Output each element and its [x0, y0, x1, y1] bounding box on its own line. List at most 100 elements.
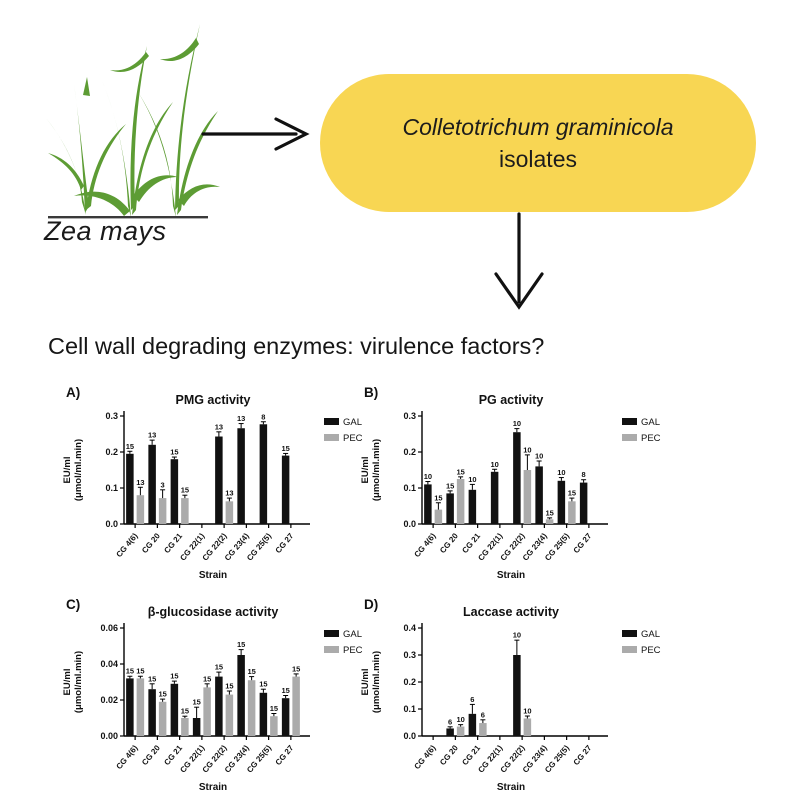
- bar-pec: [158, 701, 167, 736]
- bar-gal: [259, 692, 268, 736]
- panel-letter: B): [364, 385, 378, 400]
- n-label: 15: [158, 690, 166, 699]
- bar-gal: [490, 471, 499, 524]
- n-label: 10: [456, 715, 464, 724]
- bar-gal: [215, 676, 223, 736]
- y-tick-label: 0.3: [403, 411, 416, 421]
- x-tick-label: CG 4(6): [412, 531, 437, 559]
- bar-gal: [424, 484, 432, 524]
- n-label: 15: [281, 686, 289, 695]
- legend-label: PEC: [343, 645, 363, 656]
- x-tick-label: CG 27: [572, 531, 594, 555]
- n-label: 15: [247, 667, 255, 676]
- bar-pec: [225, 501, 234, 524]
- y-tick-label: 0.00: [100, 731, 118, 741]
- n-label: 15: [148, 674, 156, 683]
- y-axis-label: EU/ml: [62, 457, 73, 484]
- bar-gal: [579, 482, 588, 524]
- bar-pec: [158, 498, 167, 524]
- x-tick-label: CG 20: [140, 531, 162, 555]
- n-label: 10: [535, 452, 543, 461]
- y-tick-label: 0.1: [403, 483, 416, 493]
- y-tick-label: 0.06: [100, 623, 118, 633]
- legend-swatch-gal: [324, 418, 339, 425]
- y-tick-label: 0.3: [403, 650, 416, 660]
- chart-title: PG activity: [479, 393, 544, 407]
- legend-swatch-gal: [622, 418, 637, 425]
- n-label: 8: [261, 412, 265, 421]
- n-label: 15: [181, 486, 189, 495]
- bar-gal: [192, 718, 201, 736]
- bar-gal: [237, 428, 245, 524]
- bar-gal: [126, 453, 134, 524]
- n-label: 10: [513, 631, 521, 640]
- x-tick-label: CG 27: [274, 531, 296, 555]
- bar-gal: [215, 436, 223, 524]
- bar-gal: [557, 480, 566, 524]
- n-label: 10: [424, 472, 432, 481]
- arrow-down-icon: [494, 212, 544, 310]
- bar-gal: [446, 493, 454, 524]
- bar-gal: [170, 459, 179, 524]
- legend-swatch-pec: [324, 434, 339, 441]
- y-axis-label: EU/ml: [360, 457, 371, 484]
- x-tick-label: CG 21: [162, 743, 184, 767]
- ground-line: [48, 216, 208, 219]
- x-tick-label: CG 25(5): [543, 743, 571, 774]
- n-label: 15: [181, 707, 189, 716]
- arrow-right-icon: [201, 117, 310, 151]
- n-label: 13: [136, 478, 144, 487]
- x-tick-label: CG 4(6): [114, 743, 139, 771]
- x-tick-label: CG 4(6): [412, 743, 437, 771]
- maize-plant-icon: [46, 24, 220, 219]
- panel-letter: C): [66, 597, 80, 612]
- n-label: 13: [148, 431, 156, 440]
- bar-gal: [237, 655, 245, 736]
- legend-label: GAL: [343, 629, 362, 640]
- bar-gal: [281, 698, 290, 736]
- bar-pec: [270, 716, 278, 736]
- legend-label: PEC: [343, 433, 363, 444]
- bar-pec: [136, 495, 145, 524]
- bar-pec: [434, 509, 443, 524]
- chart-svg: B) PG activity 0.0 0.1 0.2 0.3 EU/ml (μmol/ml.m…: [360, 385, 661, 581]
- x-tick-label: CG 25(5): [245, 531, 273, 562]
- x-tick-label: CG 25(5): [245, 743, 273, 774]
- zea-mays-illustration: [36, 10, 228, 222]
- n-label: 10: [557, 468, 565, 477]
- bar-pec: [523, 470, 532, 524]
- bar-gal: [126, 678, 134, 736]
- n-label: 15: [170, 672, 178, 681]
- n-label: 15: [292, 664, 300, 673]
- n-label: 15: [126, 667, 134, 676]
- x-tick-label: CG 25(5): [543, 531, 571, 562]
- chart-svg: D) Laccase activity 0.0 0.1 0.2 0.3 0.4 EU/ml (μ…: [360, 597, 661, 793]
- n-label: 15: [434, 493, 442, 502]
- bar-pec: [456, 726, 465, 736]
- chart-pmg-activity: A) PMG activity 0.0 0.1 0.2 0.3 EU/ml (μmol/ml.…: [50, 376, 395, 588]
- n-label: 15: [446, 481, 454, 490]
- y-tick-label: 0.0: [105, 519, 118, 529]
- n-label: 15: [259, 680, 267, 689]
- n-label: 15: [568, 489, 576, 498]
- isolates-pill: Colletotrichum graminicola isolates: [320, 74, 756, 212]
- bar-gal: [259, 424, 268, 524]
- x-tick-label: CG 21: [460, 531, 482, 555]
- bar-pec: [523, 718, 532, 736]
- bar-gal: [513, 432, 521, 524]
- legend-label: GAL: [641, 417, 660, 428]
- chart-title: β-glucosidase activity: [148, 605, 279, 619]
- y-tick-label: 0.02: [100, 695, 118, 705]
- n-label: 15: [225, 682, 233, 691]
- bar-pec: [456, 479, 465, 524]
- legend-label: PEC: [641, 433, 661, 444]
- y-axis-units: (μmol/ml.min): [371, 651, 382, 713]
- n-label: 15: [203, 674, 211, 683]
- y-tick-label: 0.2: [403, 447, 416, 457]
- bar-gal: [148, 689, 156, 736]
- n-label: 15: [126, 442, 134, 451]
- chart-title: Laccase activity: [463, 605, 559, 619]
- x-tick-label: CG 27: [274, 743, 296, 767]
- bar-pec: [545, 519, 554, 524]
- bar-pec: [479, 723, 487, 736]
